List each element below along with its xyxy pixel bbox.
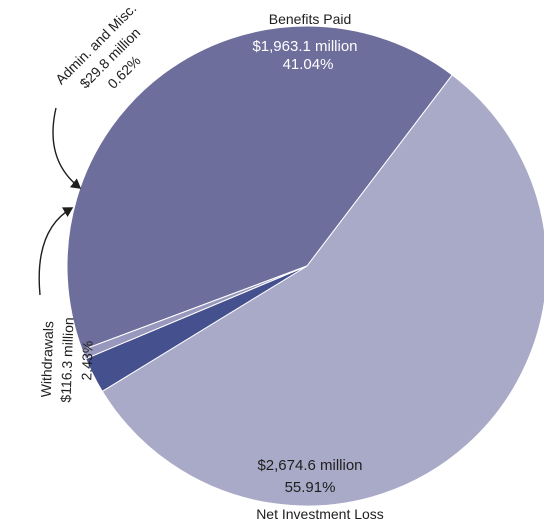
slice-label-benefits-amount: $1,963.1 million xyxy=(252,38,357,55)
slice-label-withdrawals-name: Withdrawals xyxy=(38,321,57,398)
slice-label-netloss-pct: 55.91% xyxy=(285,479,336,496)
slice-label-benefits-name: Benefits Paid xyxy=(269,11,352,27)
withdrawals-leader-arrow xyxy=(38,207,74,296)
slice-label-withdrawals-amount: $116.3 million xyxy=(58,317,77,403)
slice-net-investment-loss xyxy=(101,74,544,507)
slice-benefits-paid xyxy=(66,25,453,351)
slice-label-withdrawals-pct: 2.43% xyxy=(78,340,95,380)
slice-label-benefits-pct: 41.04% xyxy=(283,56,334,73)
admin-leader-arrow xyxy=(52,107,82,189)
slice-admin-misc xyxy=(81,265,308,360)
slice-label-netloss-amount: $2,674.6 million xyxy=(257,457,362,474)
slice-label-netloss-name: Net Investment Loss xyxy=(256,506,384,522)
